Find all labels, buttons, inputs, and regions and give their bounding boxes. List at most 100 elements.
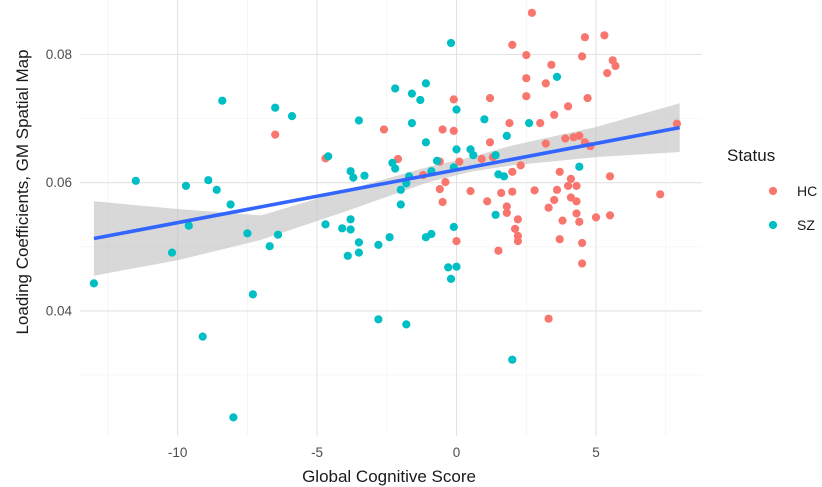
data-point-sz (432, 156, 442, 165)
x-tick-label: 0 (453, 445, 461, 460)
data-point-sz (354, 248, 363, 257)
y-axis-ticks: 0.04 0.06 0.08 (46, 47, 73, 318)
data-point-sz (444, 263, 453, 272)
data-point-hc (555, 167, 564, 176)
data-point-sz (421, 138, 430, 147)
data-point-sz (491, 210, 500, 219)
data-point-sz (346, 167, 355, 176)
y-tick-label: 0.04 (46, 303, 73, 318)
data-point-sz (508, 355, 517, 364)
data-point-sz (243, 229, 252, 238)
data-point-hc (271, 130, 280, 139)
data-point-sz (446, 38, 456, 48)
data-point-hc (449, 126, 458, 135)
data-point-sz (273, 230, 283, 239)
data-point-hc (485, 94, 495, 103)
data-point-sz (248, 290, 257, 299)
data-point-sz (226, 200, 235, 209)
x-axis-label: Global Cognitive Score (302, 467, 476, 486)
x-tick-label: -10 (168, 445, 188, 460)
data-point-sz (354, 238, 363, 247)
data-point-hc (611, 61, 620, 71)
data-point-hc (572, 209, 581, 218)
data-point-hc (494, 246, 503, 255)
confidence-band (93, 103, 680, 276)
data-point-sz (374, 315, 383, 324)
legend-label-sz: SZ (797, 217, 815, 233)
data-point-hc (513, 215, 523, 224)
data-point-hc (449, 95, 458, 104)
data-point-hc (522, 92, 531, 101)
data-point-sz (338, 224, 347, 233)
data-point-hc (527, 8, 537, 17)
data-point-hc (508, 187, 517, 196)
data-point-hc (452, 237, 461, 246)
data-point-hc (541, 79, 550, 88)
data-point-hc (544, 203, 553, 212)
data-point-sz (321, 220, 330, 229)
data-point-hc (510, 224, 520, 233)
data-point-hc (572, 181, 581, 190)
legend-title: Status (727, 146, 775, 165)
data-point-sz (499, 172, 509, 181)
data-point-sz (349, 173, 358, 182)
regression-line-path (93, 125, 681, 241)
data-point-sz (287, 112, 297, 121)
data-point-hc (558, 216, 567, 225)
data-point-hc (603, 69, 612, 78)
data-point-hc (466, 187, 475, 196)
x-tick-label: -5 (311, 445, 323, 460)
data-point-hc (572, 197, 581, 206)
data-point-sz (416, 95, 425, 105)
data-point-sz (575, 162, 584, 171)
confidence-band-area (93, 103, 680, 276)
data-point-sz (446, 274, 456, 283)
data-point-sz (552, 72, 562, 81)
data-point-hc (485, 138, 495, 147)
legend-key-hc (768, 186, 778, 196)
data-point-hc (547, 60, 556, 69)
data-point-hc (522, 51, 531, 60)
data-point-sz (212, 185, 221, 194)
data-point-sz (360, 171, 369, 180)
data-point-sz (449, 222, 458, 232)
data-point-sz (469, 151, 478, 160)
data-point-sz (184, 221, 193, 230)
legend-label-hc: HC (797, 183, 817, 199)
data-point-hc (483, 197, 492, 206)
data-point-sz (427, 229, 436, 239)
data-point-hc (505, 119, 514, 128)
data-point-hc (564, 181, 573, 190)
data-point-sz (421, 79, 430, 88)
data-point-sz (89, 279, 98, 288)
data-point-sz (402, 320, 411, 329)
data-point-hc (502, 202, 511, 211)
data-point-hc (497, 188, 506, 198)
data-point-hc (435, 185, 444, 194)
data-point-sz (396, 200, 405, 209)
data-point-hc (477, 154, 486, 164)
data-point-sz (346, 225, 355, 234)
data-point-hc (513, 237, 523, 246)
data-point-hc (516, 161, 525, 170)
data-point-hc (455, 157, 464, 166)
data-point-sz (167, 248, 177, 257)
data-point-hc (578, 259, 587, 268)
data-point-sz (491, 151, 500, 160)
legend-key-sz (768, 220, 778, 230)
data-point-hc (508, 167, 517, 176)
data-point-hc (605, 211, 615, 220)
data-point-sz (204, 176, 213, 185)
data-point-hc (561, 134, 570, 143)
data-point-hc (580, 33, 590, 42)
data-point-sz (407, 119, 416, 128)
data-point-hc (672, 119, 682, 128)
data-point-sz (525, 119, 534, 128)
data-point-hc (502, 208, 511, 217)
y-tick-label: 0.08 (46, 47, 72, 62)
data-point-sz (271, 103, 280, 112)
y-tick-label: 0.06 (46, 175, 72, 190)
data-point-hc (583, 94, 592, 103)
data-point-sz (452, 262, 461, 271)
data-point-hc (550, 110, 559, 119)
